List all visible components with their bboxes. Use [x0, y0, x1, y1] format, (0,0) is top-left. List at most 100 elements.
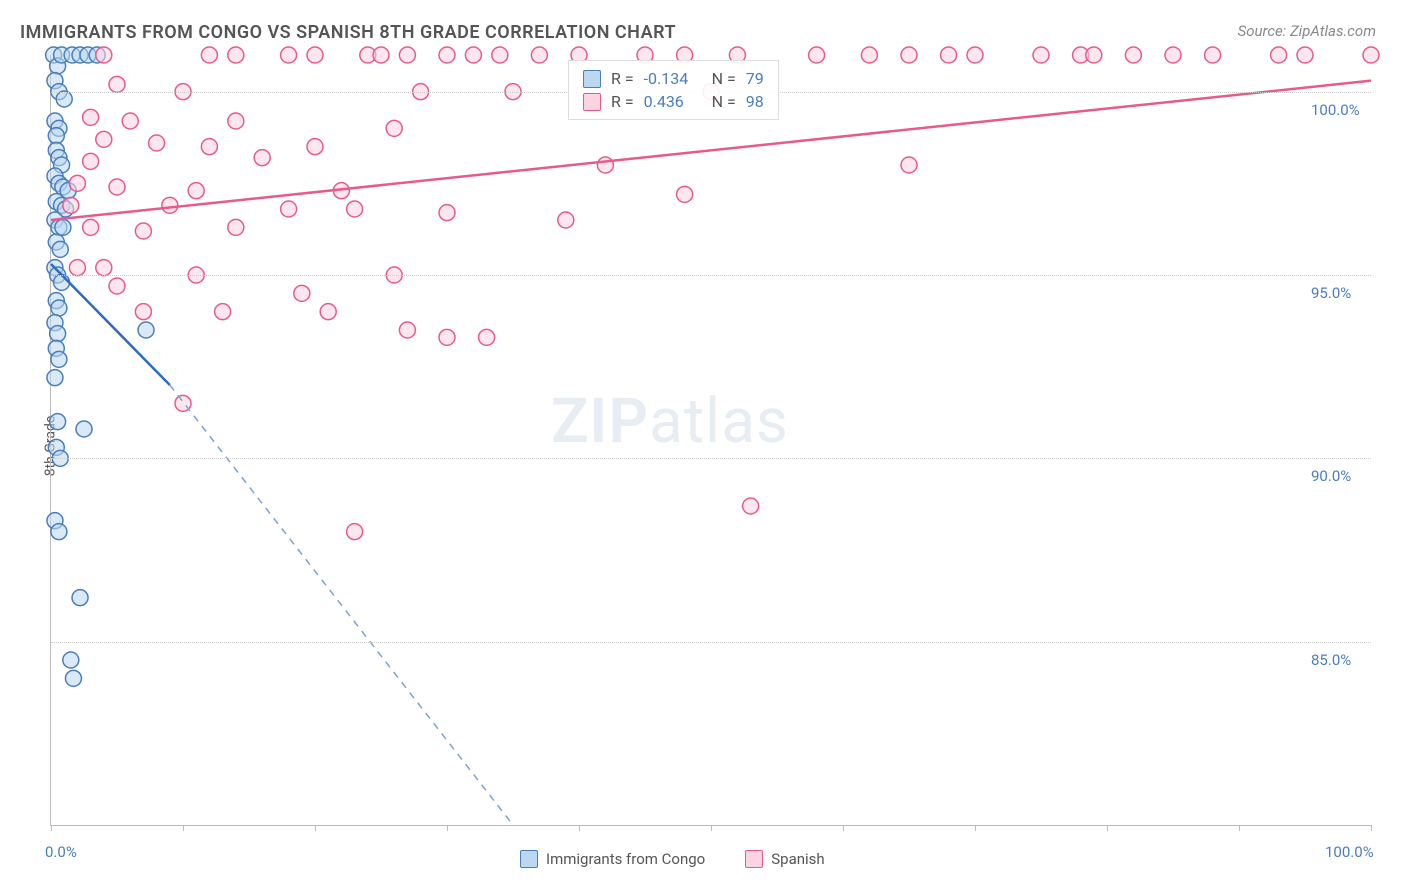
data-point — [967, 47, 983, 63]
data-point — [135, 223, 151, 239]
x-tick — [975, 825, 976, 831]
n-label: N = — [712, 69, 736, 88]
x-max-label: 100.0% — [1325, 843, 1374, 861]
data-point — [83, 109, 99, 125]
data-point — [465, 47, 481, 63]
data-point — [479, 329, 495, 345]
data-point — [597, 157, 613, 173]
x-tick — [315, 825, 316, 831]
data-point — [531, 47, 547, 63]
x-tick — [1107, 825, 1108, 831]
data-point — [76, 421, 92, 437]
data-point — [492, 47, 508, 63]
legend-swatch — [520, 850, 538, 868]
data-point — [281, 47, 297, 63]
chart-title: IMMIGRANTS FROM CONGO VS SPANISH 8TH GRA… — [20, 22, 676, 43]
legend-label: Spanish — [771, 850, 824, 868]
data-point — [439, 329, 455, 345]
legend-swatch — [745, 850, 763, 868]
data-point — [1363, 47, 1379, 63]
gridline — [51, 458, 1371, 459]
data-point — [63, 652, 79, 668]
data-point — [51, 300, 67, 316]
data-point — [439, 47, 455, 63]
x-tick — [447, 825, 448, 831]
n-label: N = — [712, 92, 736, 111]
scatter-svg — [51, 55, 1371, 825]
data-point — [47, 370, 63, 386]
data-point — [677, 186, 693, 202]
data-point — [743, 498, 759, 514]
data-point — [558, 212, 574, 228]
plot-area: ZIPatlas 85.0%90.0%95.0%100.0% — [50, 55, 1371, 826]
data-point — [228, 47, 244, 63]
data-point — [54, 274, 70, 290]
stats-row: R =-0.134N =79 — [583, 67, 764, 90]
data-point — [347, 201, 363, 217]
data-point — [201, 47, 217, 63]
data-point — [51, 524, 67, 540]
r-value: -0.134 — [644, 69, 702, 88]
legend-item: Immigrants from Congo — [520, 850, 705, 868]
data-point — [228, 113, 244, 129]
data-point — [1271, 47, 1287, 63]
legend-label: Immigrants from Congo — [546, 850, 705, 868]
data-point — [96, 260, 112, 276]
x-min-label: 0.0% — [45, 843, 77, 861]
x-tick — [183, 825, 184, 831]
data-point — [83, 153, 99, 169]
data-point — [69, 175, 85, 191]
x-tick — [579, 825, 580, 831]
x-tick — [1239, 825, 1240, 831]
data-point — [254, 150, 270, 166]
data-point — [138, 322, 154, 338]
y-tick-label: 95.0% — [1311, 284, 1351, 302]
data-point — [48, 128, 64, 144]
x-tick — [711, 825, 712, 831]
data-point — [1165, 47, 1181, 63]
data-point — [1086, 47, 1102, 63]
data-point — [439, 205, 455, 221]
gridline — [51, 642, 1371, 643]
data-point — [122, 113, 138, 129]
data-point — [307, 139, 323, 155]
r-label: R = — [611, 69, 634, 88]
data-point — [307, 47, 323, 63]
data-point — [96, 47, 112, 63]
y-tick-label: 100.0% — [1311, 101, 1360, 119]
y-tick-label: 90.0% — [1311, 467, 1351, 485]
data-point — [901, 157, 917, 173]
data-point — [135, 304, 151, 320]
stats-legend-box: R =-0.134N =79R = 0.436N =98 — [568, 60, 779, 120]
r-label: R = — [611, 92, 634, 111]
legend-item: Spanish — [745, 850, 824, 868]
chart-container: IMMIGRANTS FROM CONGO VS SPANISH 8TH GRA… — [0, 0, 1406, 892]
data-point — [347, 524, 363, 540]
data-point — [215, 304, 231, 320]
data-point — [63, 197, 79, 213]
data-point — [281, 201, 297, 217]
data-point — [1205, 47, 1221, 63]
data-point — [861, 47, 877, 63]
x-tick — [843, 825, 844, 831]
bottom-legend: Immigrants from Congo Spanish — [520, 850, 825, 868]
x-tick — [1371, 825, 1372, 831]
data-point — [96, 131, 112, 147]
data-point — [901, 47, 917, 63]
data-point — [51, 351, 67, 367]
data-point — [294, 285, 310, 301]
data-point — [162, 197, 178, 213]
data-point — [69, 260, 85, 276]
data-point — [386, 120, 402, 136]
n-value: 98 — [746, 92, 764, 111]
data-point — [83, 219, 99, 235]
data-point — [1125, 47, 1141, 63]
y-tick-label: 85.0% — [1311, 651, 1351, 669]
legend-swatch — [583, 93, 601, 111]
data-point — [65, 670, 81, 686]
data-point — [109, 76, 125, 92]
x-tick — [51, 825, 52, 831]
data-point — [50, 414, 66, 430]
trend-line — [170, 385, 513, 825]
legend-swatch — [583, 70, 601, 88]
